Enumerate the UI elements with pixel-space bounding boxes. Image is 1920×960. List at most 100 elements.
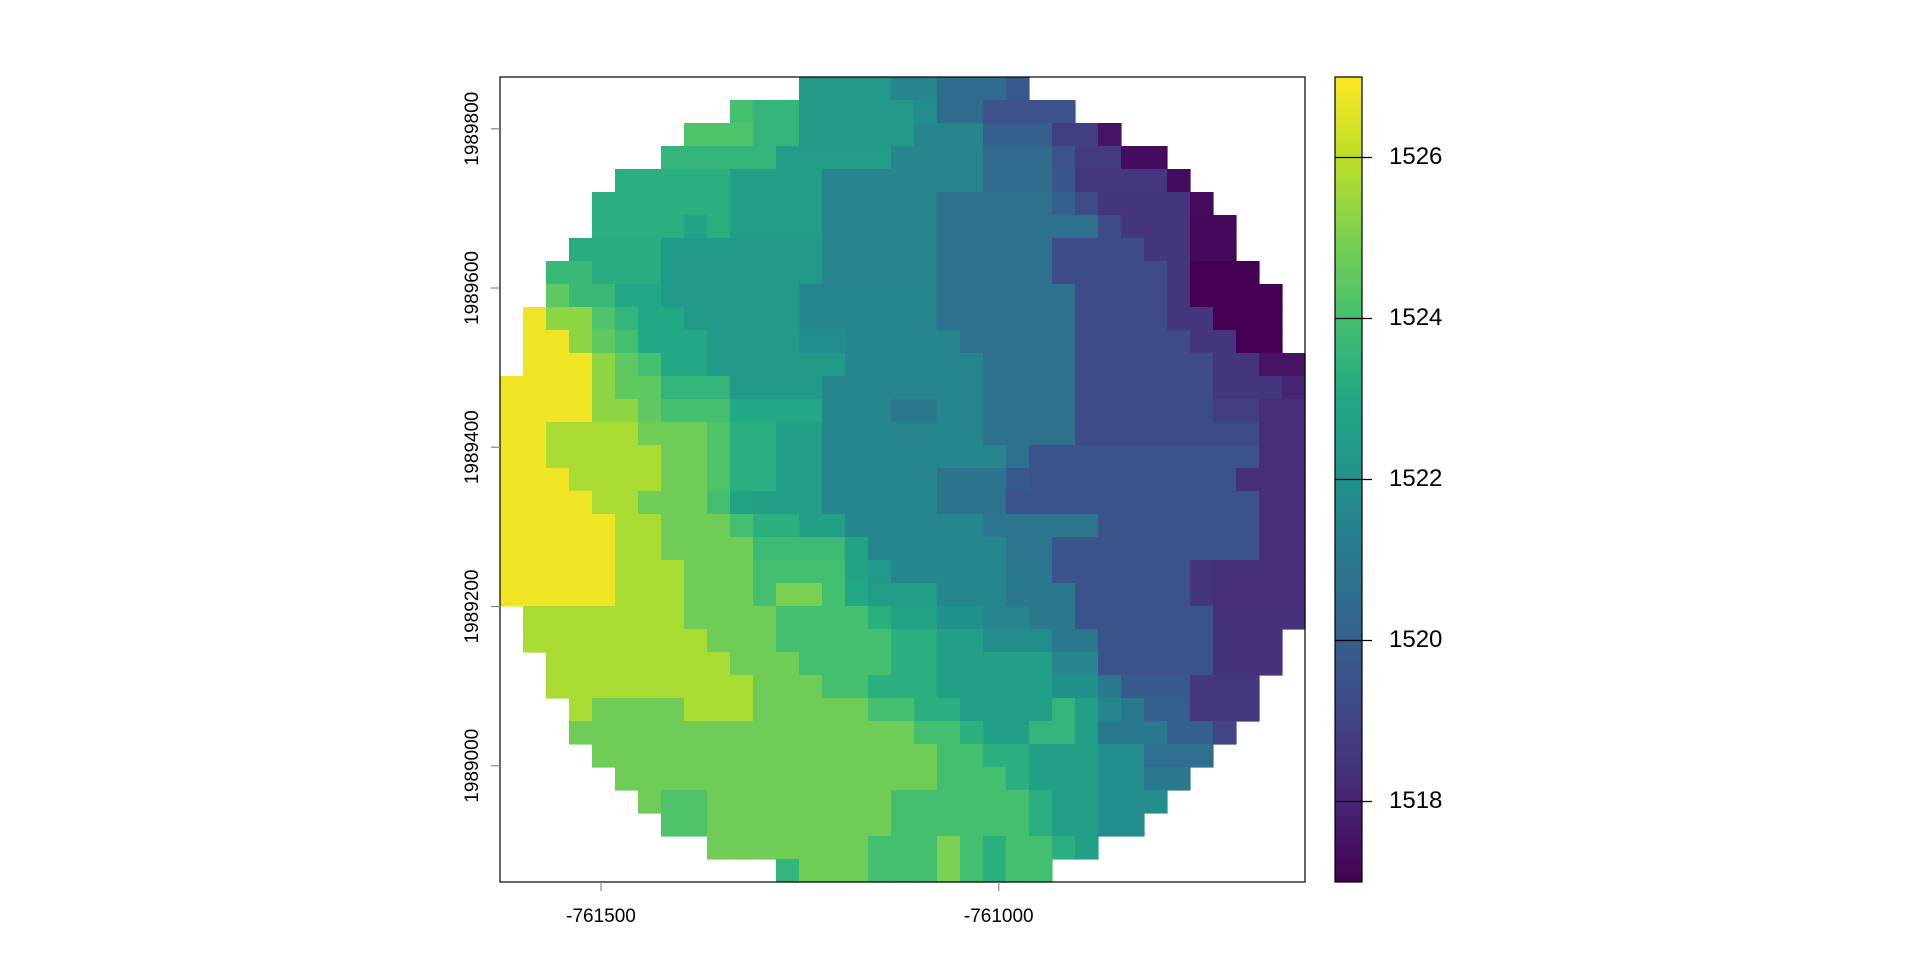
cell: [1052, 675, 1076, 699]
cell: [845, 790, 869, 814]
cell: [707, 123, 731, 147]
cell: [937, 100, 961, 124]
cell: [661, 606, 685, 630]
cell: [937, 537, 961, 561]
cell: [914, 215, 938, 239]
cell: [615, 261, 639, 285]
cell: [937, 744, 961, 768]
cell: [1236, 537, 1260, 561]
cell: [891, 261, 915, 285]
cell: [569, 468, 593, 492]
cell: [914, 629, 938, 653]
cell: [707, 353, 731, 377]
cell: [1213, 698, 1237, 722]
cell: [638, 698, 662, 722]
cell: [822, 215, 846, 239]
cell: [1259, 560, 1283, 584]
cell: [914, 192, 938, 216]
cell: [523, 330, 547, 354]
cell: [1052, 836, 1076, 860]
cell: [1075, 813, 1099, 837]
cell: [891, 238, 915, 262]
cell: [1167, 376, 1191, 400]
cell: [1052, 537, 1076, 561]
cell: [1098, 652, 1122, 676]
cell: [891, 767, 915, 791]
cell: [799, 146, 823, 170]
cell: [1075, 192, 1099, 216]
cell: [1282, 422, 1306, 446]
cell: [1098, 813, 1122, 837]
cell: [914, 307, 938, 331]
cell: [1213, 445, 1237, 469]
cell: [707, 744, 731, 768]
cell: [914, 169, 938, 193]
cell: [684, 491, 708, 515]
cell: [868, 100, 892, 124]
cell: [753, 836, 777, 860]
cell: [1075, 445, 1099, 469]
cell: [661, 192, 685, 216]
cell: [1098, 744, 1122, 768]
cell: [661, 537, 685, 561]
cell: [1075, 422, 1099, 446]
cell: [1052, 399, 1076, 423]
cell: [569, 307, 593, 331]
cell: [1121, 560, 1145, 584]
cell: [592, 514, 616, 538]
cell: [569, 606, 593, 630]
cell: [569, 698, 593, 722]
cell: [868, 399, 892, 423]
cell: [776, 675, 800, 699]
cell: [776, 652, 800, 676]
cell: [661, 215, 685, 239]
cell: [753, 767, 777, 791]
cell: [615, 422, 639, 446]
cell: [1167, 353, 1191, 377]
cell: [638, 284, 662, 308]
cell: [615, 307, 639, 331]
cell: [569, 721, 593, 745]
cell: [799, 261, 823, 285]
cell: [1144, 261, 1168, 285]
cell: [730, 491, 754, 515]
cell: [684, 261, 708, 285]
cell: [776, 813, 800, 837]
cell: [937, 123, 961, 147]
cell: [707, 192, 731, 216]
cell: [1029, 836, 1053, 860]
cell: [753, 123, 777, 147]
cell: [845, 123, 869, 147]
cell: [822, 836, 846, 860]
cell: [799, 445, 823, 469]
cell: [661, 813, 685, 837]
cell: [868, 583, 892, 607]
cell: [983, 675, 1007, 699]
cell: [569, 491, 593, 515]
cell: [1098, 399, 1122, 423]
cell: [983, 284, 1007, 308]
cell: [868, 813, 892, 837]
cell: [891, 284, 915, 308]
x-tick-label: -761500: [566, 906, 636, 927]
cell: [914, 123, 938, 147]
cell: [1098, 675, 1122, 699]
cell: [983, 215, 1007, 239]
cell: [1259, 399, 1283, 423]
cell: [868, 261, 892, 285]
cell: [1075, 698, 1099, 722]
cell: [753, 813, 777, 837]
cell: [799, 721, 823, 745]
cell: [1052, 514, 1076, 538]
cell: [1052, 698, 1076, 722]
cell: [661, 560, 685, 584]
cell: [960, 215, 984, 239]
cell: [868, 767, 892, 791]
cell: [638, 652, 662, 676]
cell: [868, 330, 892, 354]
cell: [914, 583, 938, 607]
cell: [730, 629, 754, 653]
cell: [1052, 238, 1076, 262]
cell: [960, 330, 984, 354]
cell: [730, 583, 754, 607]
